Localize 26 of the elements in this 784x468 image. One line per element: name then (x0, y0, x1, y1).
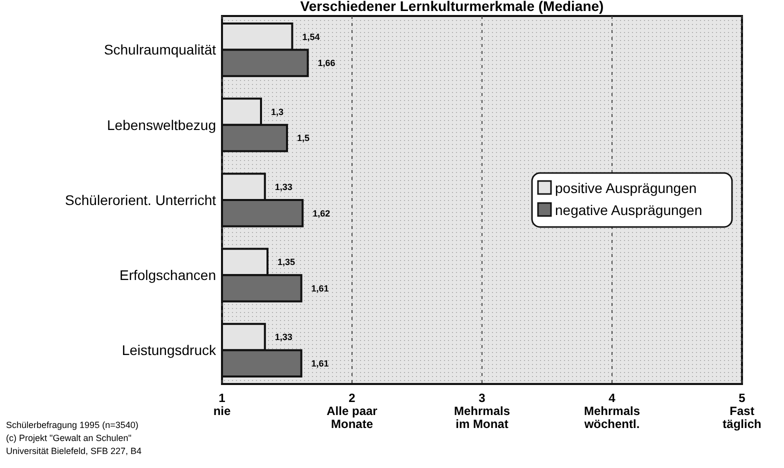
legend-label: negative Ausprägungen (555, 202, 702, 218)
y-tick-label: Schulraumqualität (104, 42, 216, 58)
y-tick-label: Lebensweltbezug (107, 116, 216, 133)
x-tick-label: 4 Mehrmals wöchentl. (583, 391, 640, 431)
data-label: 1,54 (302, 32, 320, 42)
chart-title: Verschiedener Lernkulturmerkmale (Mediane) (300, 0, 604, 14)
data-label: 1,3 (271, 106, 284, 117)
y-tick-label: Schülerorient. Unterricht (65, 192, 216, 208)
data-label: 1,35 (278, 257, 296, 268)
text: (c) Projekt "Gewalt an Schulen" (6, 433, 132, 443)
text: Universität Bielefeld, SFB 227, B4 (6, 446, 142, 456)
data-label: 1,62 (312, 208, 330, 218)
data-label: 1,66 (318, 58, 336, 68)
data-label: 1,61 (311, 358, 329, 368)
y-tick-label: Leistungsdruck (122, 342, 217, 358)
y-tick-label: Erfolgschancen (119, 267, 216, 283)
legend-label: positive Ausprägungen (555, 180, 697, 196)
x-tick-label: 5 Fast täglich (722, 391, 762, 431)
data-label: 1,61 (311, 283, 329, 294)
text: Schülerbefragung 1995 (n=3540) (6, 420, 138, 430)
x-tick-label: 3 Mehrmals im Monat (454, 391, 510, 431)
data-label: 1,5 (297, 133, 310, 144)
x-tick-label: 1 nie (213, 391, 231, 418)
data-label: 1,33 (274, 332, 292, 342)
x-tick-label: 2 Alle paar Monate (326, 391, 378, 431)
data-label: 1,33 (274, 182, 292, 192)
